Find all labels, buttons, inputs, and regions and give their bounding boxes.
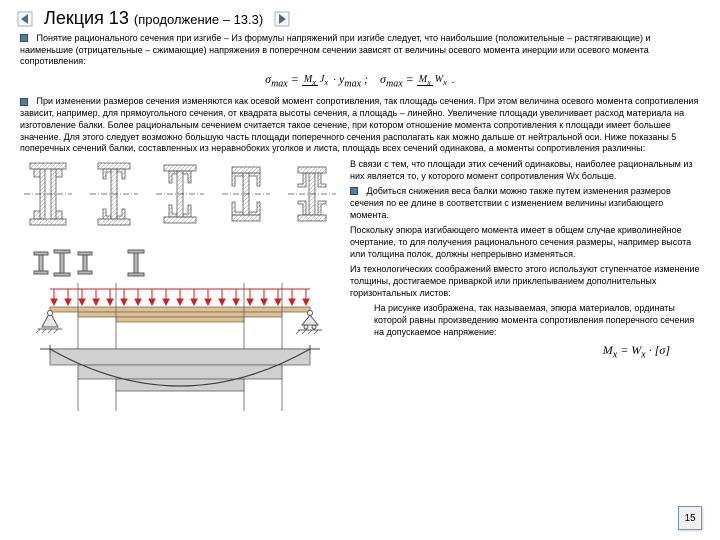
beam-diagram: [20, 283, 340, 417]
cross-section-5: [284, 159, 340, 241]
r4: Из технологических соображений вместо эт…: [350, 264, 700, 299]
header: Лекция 13 (продолжение – 13.3): [0, 0, 720, 33]
content: Понятие рационального сечения при изгибе…: [0, 33, 720, 417]
next-arrow-icon[interactable]: [273, 10, 291, 28]
page-number-value: 15: [684, 513, 695, 524]
ibeam-group-row: [20, 249, 340, 277]
cross-section-4: [218, 159, 274, 241]
page-title: Лекция 13 (продолжение – 13.3): [44, 8, 263, 29]
cross-sections-row: [20, 159, 340, 241]
right-text-column: В связи с тем, что площади этих сечений …: [350, 159, 700, 417]
paragraph-1: Понятие рационального сечения при изгибе…: [20, 33, 700, 68]
r1: В связи с тем, что площади этих сечений …: [350, 159, 700, 182]
ibeam-single-icon: [124, 249, 150, 277]
r5: На рисунке изображена, так называемая, э…: [350, 303, 700, 338]
bullet-icon: [20, 98, 28, 106]
diagrams-column: [20, 159, 340, 417]
cross-section-2: [86, 159, 142, 241]
page-number: 15: [678, 506, 702, 530]
formula-2: Mx = Wx · [σ]: [350, 343, 700, 361]
prev-arrow-icon[interactable]: [16, 10, 34, 28]
bullet-icon: [20, 34, 28, 42]
p1-text: Понятие рационального сечения при изгибе…: [20, 33, 651, 66]
formula-1: σmax = MxJx · ymax ; σmax = MxWx .: [20, 72, 700, 90]
r2-text: Добиться снижения веса балки можно также…: [350, 186, 671, 219]
p2-text: При изменении размеров сечения изменяютс…: [20, 96, 698, 153]
title-sub: (продолжение – 13.3): [134, 12, 263, 27]
r3: Поскольку эпюра изгибающего момента имее…: [350, 225, 700, 260]
title-main: Лекция 13: [44, 8, 129, 28]
cross-section-3: [152, 159, 208, 241]
paragraph-2: При изменении размеров сечения изменяютс…: [20, 96, 700, 154]
cross-section-1: [20, 159, 76, 241]
r2: Добиться снижения веса балки можно также…: [350, 186, 700, 221]
two-column-area: В связи с тем, что площади этих сечений …: [20, 159, 700, 417]
ibeam-triplet-icon: [30, 249, 100, 277]
bullet-icon: [350, 187, 358, 195]
